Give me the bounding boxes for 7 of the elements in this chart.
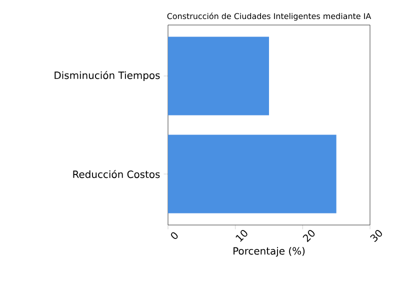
x-tick-label: 20 (302, 230, 315, 242)
y-tick-label: Disminución Tiempos (54, 70, 160, 82)
y-tick-label: Reducción Costos (73, 170, 160, 178)
x-axis-title: Porcentaje (%) (234, 246, 305, 257)
x-tick-label: 0 (171, 232, 178, 239)
x-tick-label: 30 (370, 230, 382, 242)
x-tick-label: 10 (236, 230, 248, 242)
